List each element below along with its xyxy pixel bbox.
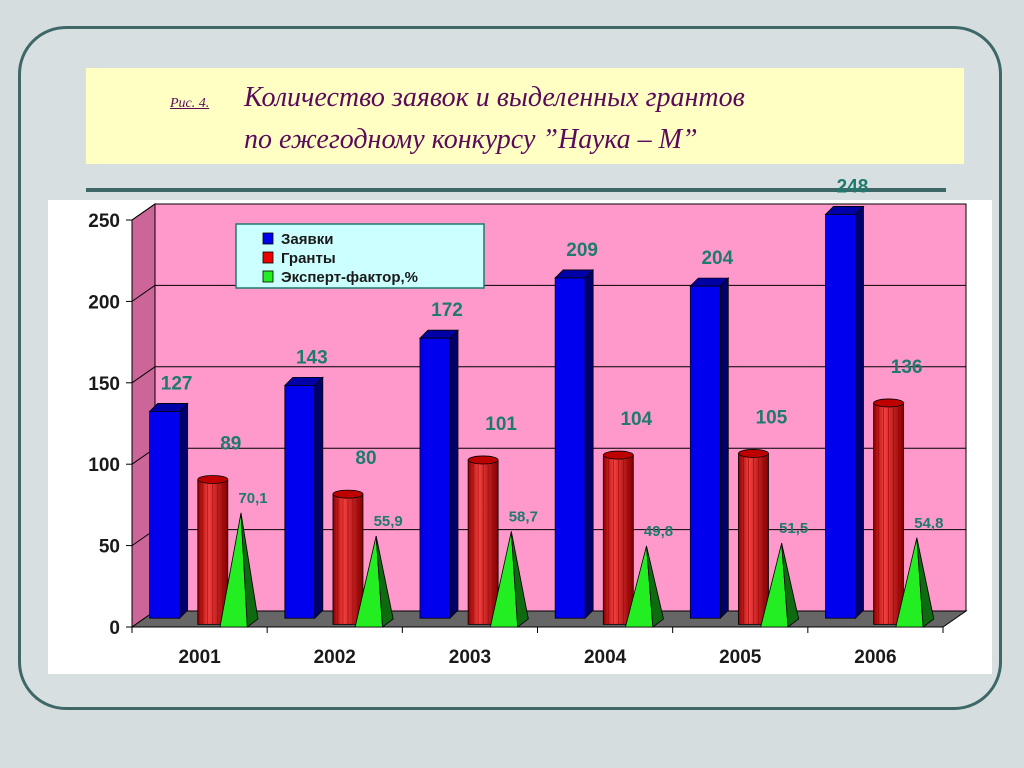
data-label-granty: 105 [756,407,788,428]
data-label-granty: 101 [485,414,517,435]
bar-zayavki [825,214,856,619]
bar-zayavki [149,411,181,619]
bar-top-granty [738,449,769,458]
legend-entry: Заявки [281,231,333,248]
y-tick-label: 50 [99,537,120,558]
bar-side-zayavki [719,277,729,620]
data-label-zayavki: 127 [161,373,193,394]
bar-side-zayavki [314,376,324,620]
bar-zayavki [284,384,316,619]
bar-top-granty [467,455,499,465]
legend-swatch [262,270,274,283]
pyramid-side-expert [781,543,800,628]
y-tick-label: 100 [88,455,120,476]
legend-entry: Эксперт-фактор,% [281,269,418,286]
data-label-zayavki: 248 [837,176,869,197]
data-label-expert: 70,1 [238,490,267,507]
data-label-expert: 55,9 [374,513,403,530]
y-tick-label: 250 [88,211,120,232]
data-label-granty: 89 [220,433,241,454]
bar-zayavki [689,285,721,619]
bar-top-granty [332,489,364,499]
bar-zayavki [554,277,586,619]
data-label-expert: 51,5 [779,520,808,537]
x-tick-label: 2006 [854,647,896,668]
bar-zayavki [419,337,451,619]
x-tick-label: 2001 [178,647,221,668]
x-tick-label: 2002 [314,647,356,668]
bar-top-granty [197,475,229,484]
y-tick-label: 200 [88,292,120,313]
bar-side-zayavki [179,402,189,620]
divider-rule [86,188,946,192]
legend-swatch [262,232,274,245]
data-label-zayavki: 209 [566,240,598,261]
x-tick-label: 2003 [449,647,491,668]
figure-label: Рис. 4. [170,96,210,111]
x-tick-label: 2004 [584,647,627,668]
y-tick-label: 150 [88,374,120,395]
x-tick-label: 2005 [719,647,762,668]
legend-entry: Гранты [281,250,336,267]
data-label-expert: 54,8 [914,515,943,532]
data-label-zayavki: 172 [431,300,463,321]
data-label-granty: 136 [891,357,923,378]
data-label-expert: 49,8 [644,523,673,540]
y-tick-label: 0 [109,618,120,639]
data-label-zayavki: 143 [296,347,328,368]
pyramid-side-expert [646,545,664,628]
bar-side-zayavki [584,268,594,620]
data-label-granty: 104 [620,409,652,430]
data-label-granty: 80 [355,448,376,469]
pyramid-side-expert [916,537,935,628]
pyramid-side-expert [510,531,529,628]
bar-side-zayavki [449,329,459,620]
data-label-expert: 58,7 [509,508,538,525]
chart-title-line-2: по ежегодному конкурсу ”Наука – М” [244,124,698,155]
pyramid-side-expert [375,535,394,628]
legend-swatch [262,251,274,264]
bar-top-granty [602,450,634,460]
bar-top-granty [873,398,905,408]
bar-side-zayavki [855,205,864,620]
data-label-zayavki: 204 [701,248,733,269]
pyramid-side-expert [240,512,259,628]
chart-title-line-1: Количество заявок и выделенных грантов [244,82,745,113]
gridline [131,203,966,221]
legend [235,223,485,289]
title-box [86,68,964,164]
